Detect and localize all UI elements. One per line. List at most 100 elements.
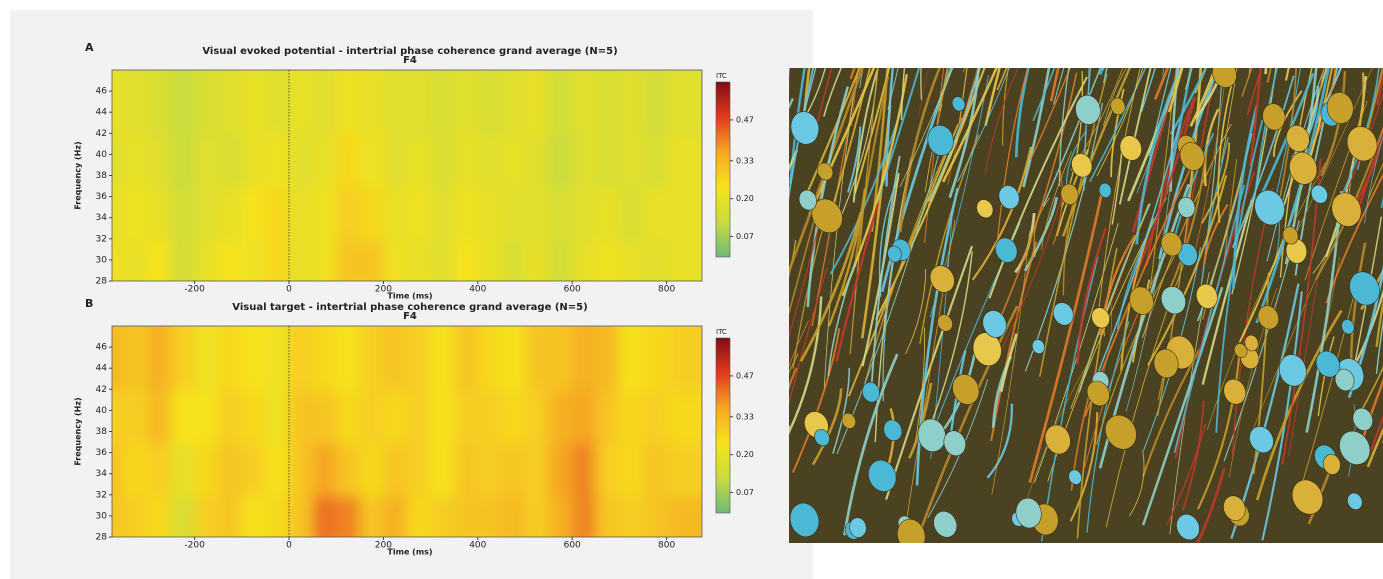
y-tick-label: 34 xyxy=(96,469,108,479)
chart-subtitle: F4 xyxy=(403,311,417,322)
cell-body xyxy=(1223,378,1246,405)
neurite xyxy=(1147,175,1228,366)
cell-body xyxy=(1339,430,1371,465)
cell-body xyxy=(1068,469,1082,485)
neurite xyxy=(1101,298,1112,379)
cell-body xyxy=(1286,125,1310,153)
y-tick-label: 42 xyxy=(96,385,107,395)
y-tick-label: 44 xyxy=(96,108,108,118)
neurite xyxy=(1118,68,1152,205)
neurite xyxy=(938,68,949,112)
neurite xyxy=(1089,68,1147,183)
neurite xyxy=(1231,75,1295,248)
neurite xyxy=(1357,365,1383,418)
neurite xyxy=(1145,98,1195,267)
cell-body xyxy=(1291,479,1324,515)
neurite xyxy=(852,69,879,203)
neurite xyxy=(1284,68,1318,265)
neurite xyxy=(843,353,899,536)
cell-body xyxy=(897,518,926,543)
heatmap-blur xyxy=(112,70,702,281)
cell-body xyxy=(943,430,966,457)
y-axis-label: Frequency (Hz) xyxy=(74,397,83,465)
cell-body xyxy=(789,502,820,538)
neurite xyxy=(931,251,973,423)
neurite xyxy=(1062,200,1075,296)
neurite xyxy=(799,212,863,362)
neurite xyxy=(991,230,1030,495)
neurite xyxy=(1181,400,1205,511)
neurite xyxy=(1318,68,1325,95)
neurite xyxy=(1049,68,1060,102)
heatmap-panel: B Visual target - intertrial phase cohere… xyxy=(74,297,754,557)
neurite xyxy=(1288,279,1318,457)
neurite xyxy=(1032,68,1056,122)
cell-body xyxy=(937,314,953,332)
neurite xyxy=(1272,68,1301,211)
neurite xyxy=(1169,68,1208,135)
cell-body xyxy=(862,381,880,403)
neurite xyxy=(996,68,1029,249)
neurite xyxy=(847,126,862,193)
cell-body xyxy=(1129,286,1154,315)
cell-body xyxy=(1075,94,1101,125)
neurite xyxy=(789,149,799,172)
y-tick-label: 28 xyxy=(96,533,108,543)
neurite xyxy=(918,68,929,118)
cell-body xyxy=(798,189,817,211)
neurite xyxy=(1168,151,1208,290)
cell-body xyxy=(868,459,897,492)
neurite xyxy=(827,261,856,377)
colorbar-tick-label: 0.47 xyxy=(736,115,754,124)
neurite xyxy=(1098,68,1141,308)
x-tick-label: 0 xyxy=(286,541,292,551)
neurite xyxy=(836,153,940,455)
x-tick-label: 0 xyxy=(286,285,292,295)
neurite xyxy=(1068,68,1071,70)
colorbar-label: ITC xyxy=(716,72,727,80)
cell-body xyxy=(1153,348,1179,379)
y-tick-label: 36 xyxy=(96,448,108,458)
cell-body xyxy=(951,96,966,112)
neurite xyxy=(1194,68,1225,119)
neurite xyxy=(808,68,876,215)
cell-body xyxy=(1179,142,1205,171)
cell-body xyxy=(1346,126,1378,162)
colorbar-tick-label: 0.20 xyxy=(736,194,754,203)
cell-body xyxy=(1086,380,1110,407)
neurite xyxy=(924,103,943,192)
colorbar xyxy=(715,81,731,258)
neurite xyxy=(1041,151,1072,250)
neurite xyxy=(801,68,861,204)
chart-title: Visual target - intertrial phase coheren… xyxy=(232,302,587,313)
neurite xyxy=(905,268,927,355)
colorbar-tick-label: 0.33 xyxy=(736,412,754,421)
cell-body xyxy=(1177,196,1196,218)
x-tick-label: 400 xyxy=(469,285,486,295)
cell-body xyxy=(929,265,955,293)
neurite xyxy=(900,68,906,121)
neurite xyxy=(850,68,860,127)
neurite xyxy=(800,68,817,126)
neurite xyxy=(1135,69,1182,245)
x-tick-label: 600 xyxy=(564,285,581,295)
neurite xyxy=(792,328,841,473)
y-tick-label: 44 xyxy=(96,364,108,374)
cell-body xyxy=(1352,407,1374,431)
neurite xyxy=(789,199,827,339)
neurite xyxy=(828,68,871,220)
colorbar-label: ITC xyxy=(716,328,727,336)
cell-body xyxy=(1071,153,1093,178)
neurite xyxy=(963,68,966,73)
charts: A Visual evoked potential - intertrial ph… xyxy=(74,41,754,557)
neurite xyxy=(1076,227,1107,365)
cell-body xyxy=(1254,189,1285,226)
neurite xyxy=(958,68,968,125)
neurite xyxy=(887,68,899,110)
heatmap-cells xyxy=(112,326,702,537)
neurite xyxy=(789,296,823,435)
neurite xyxy=(957,68,1010,182)
neurite xyxy=(1368,162,1383,198)
neurite xyxy=(1375,69,1383,106)
neurite xyxy=(823,93,855,389)
